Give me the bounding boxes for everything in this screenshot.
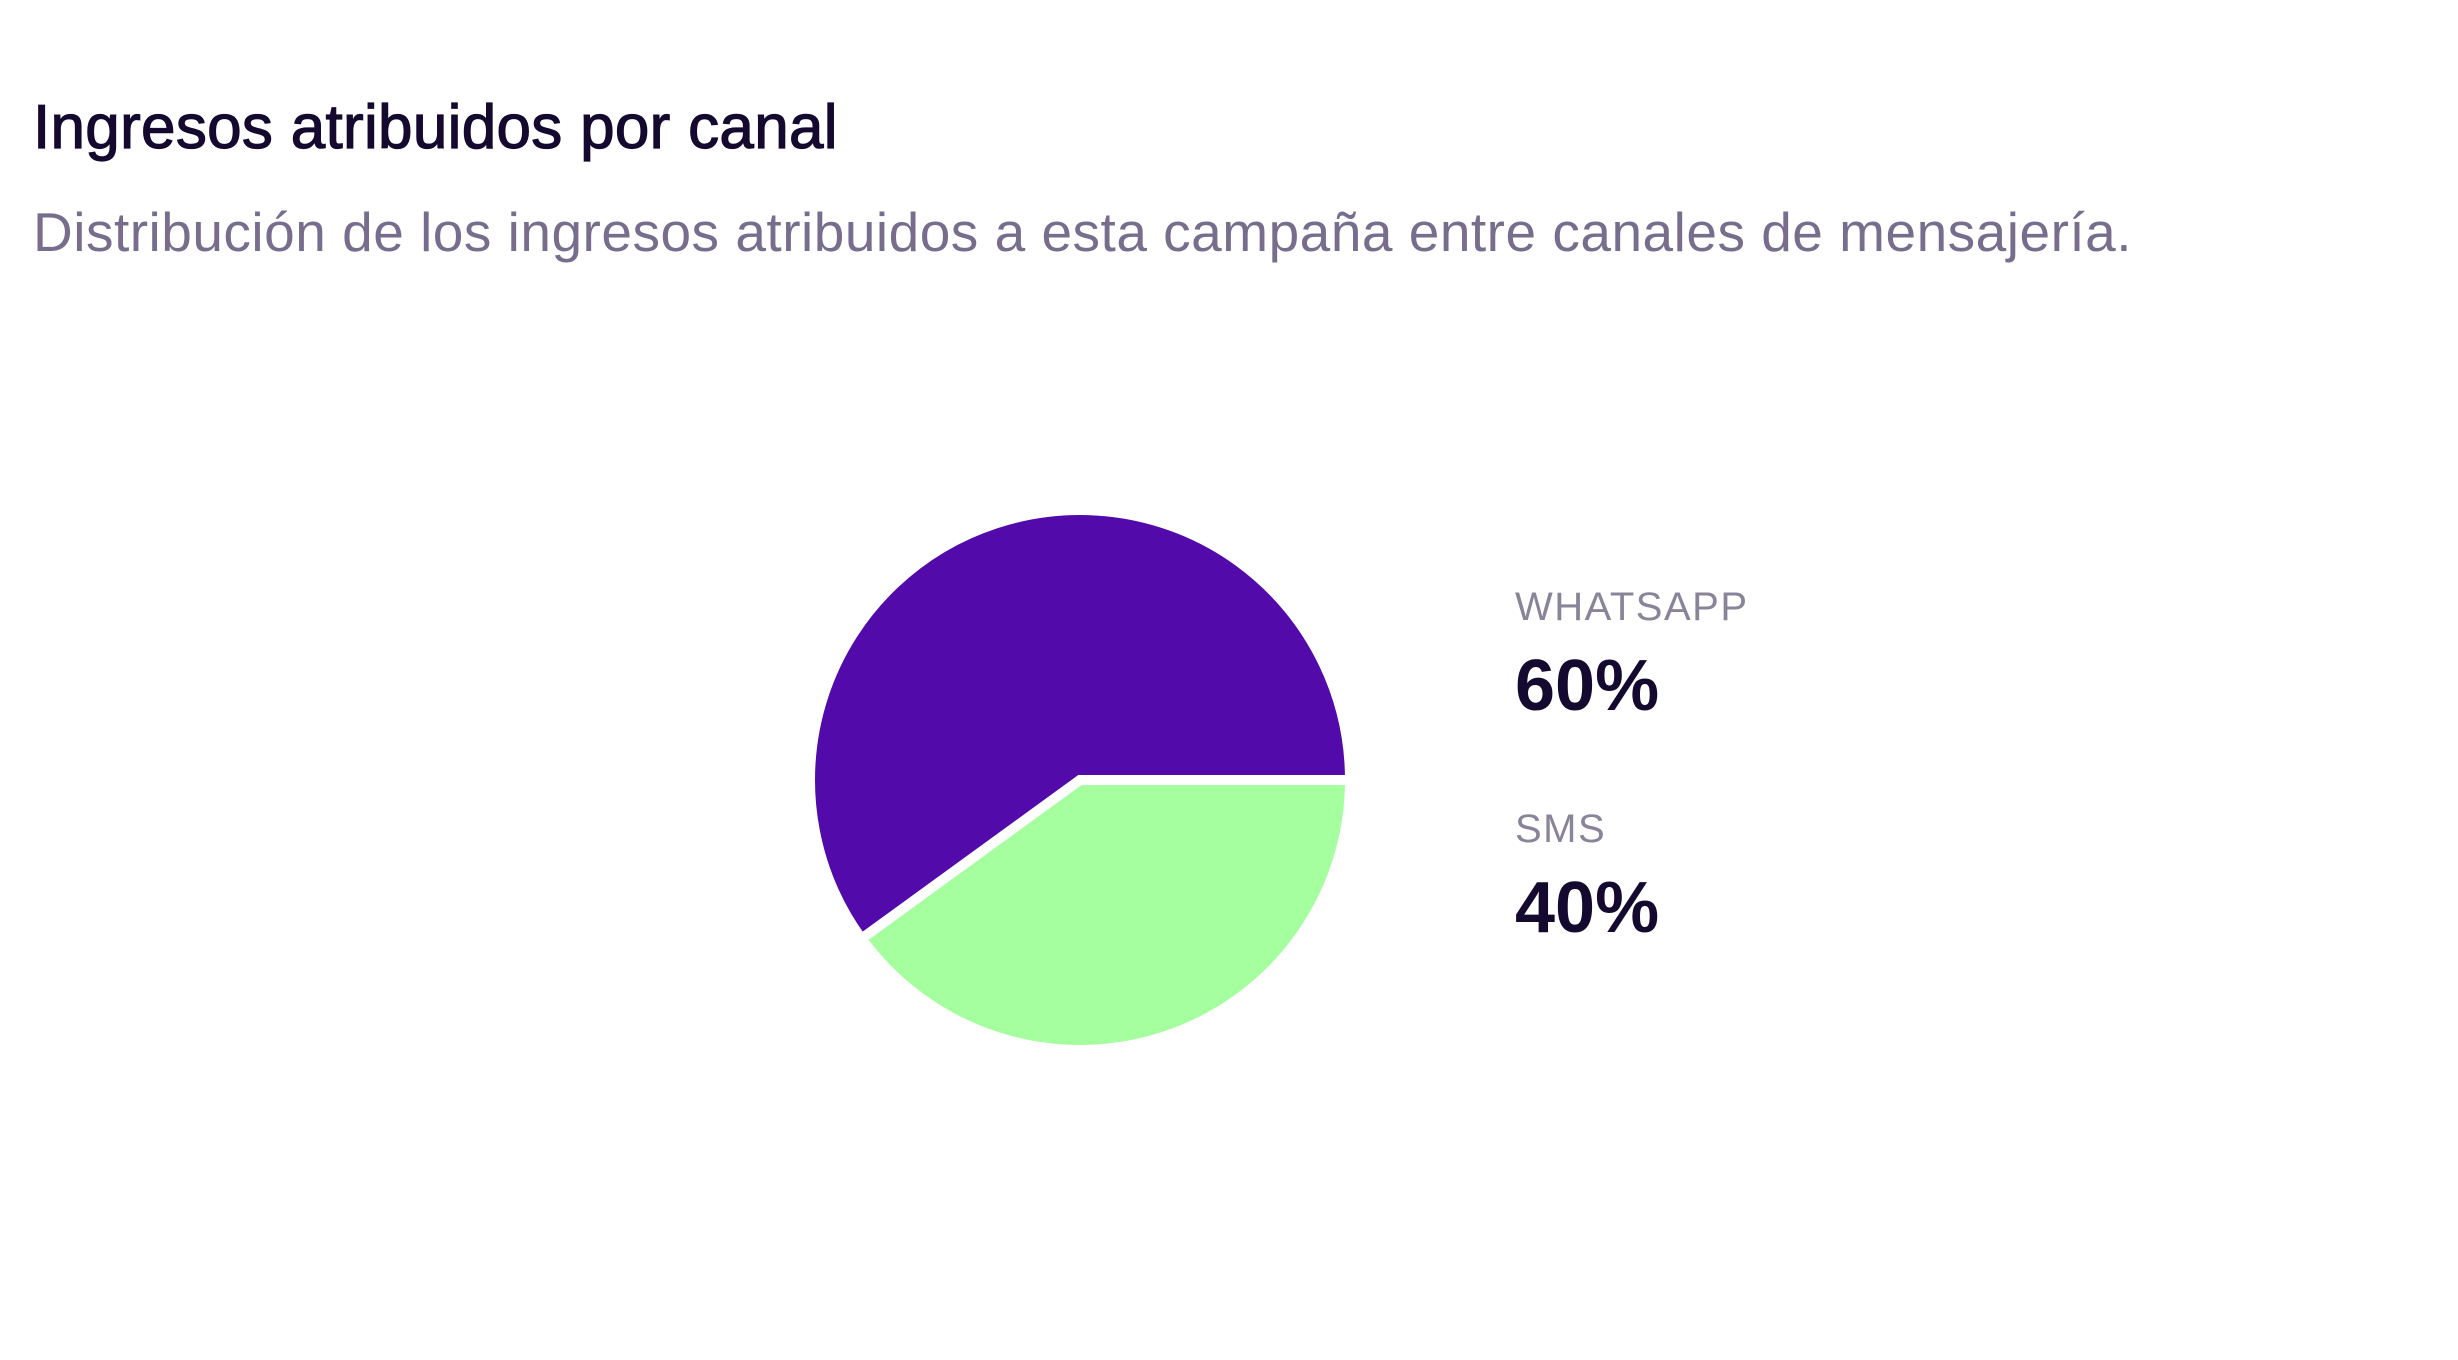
pie-slice-whatsapp <box>805 505 1356 946</box>
legend-label-whatsapp: WHATSAPP <box>1515 585 1749 629</box>
chart-title: Ingresos atribuidos por canal <box>32 92 838 162</box>
legend-value-whatsapp: 60% <box>1515 646 1660 726</box>
pie-slice-sms <box>854 775 1356 1055</box>
legend-value-sms: 40% <box>1515 868 1660 948</box>
chart-subtitle: Distribución de los ingresos atribuidos … <box>33 201 2133 263</box>
pie-chart <box>805 505 1356 1055</box>
pie-slices <box>805 505 1356 1055</box>
legend-label-sms: SMS <box>1515 807 1607 851</box>
